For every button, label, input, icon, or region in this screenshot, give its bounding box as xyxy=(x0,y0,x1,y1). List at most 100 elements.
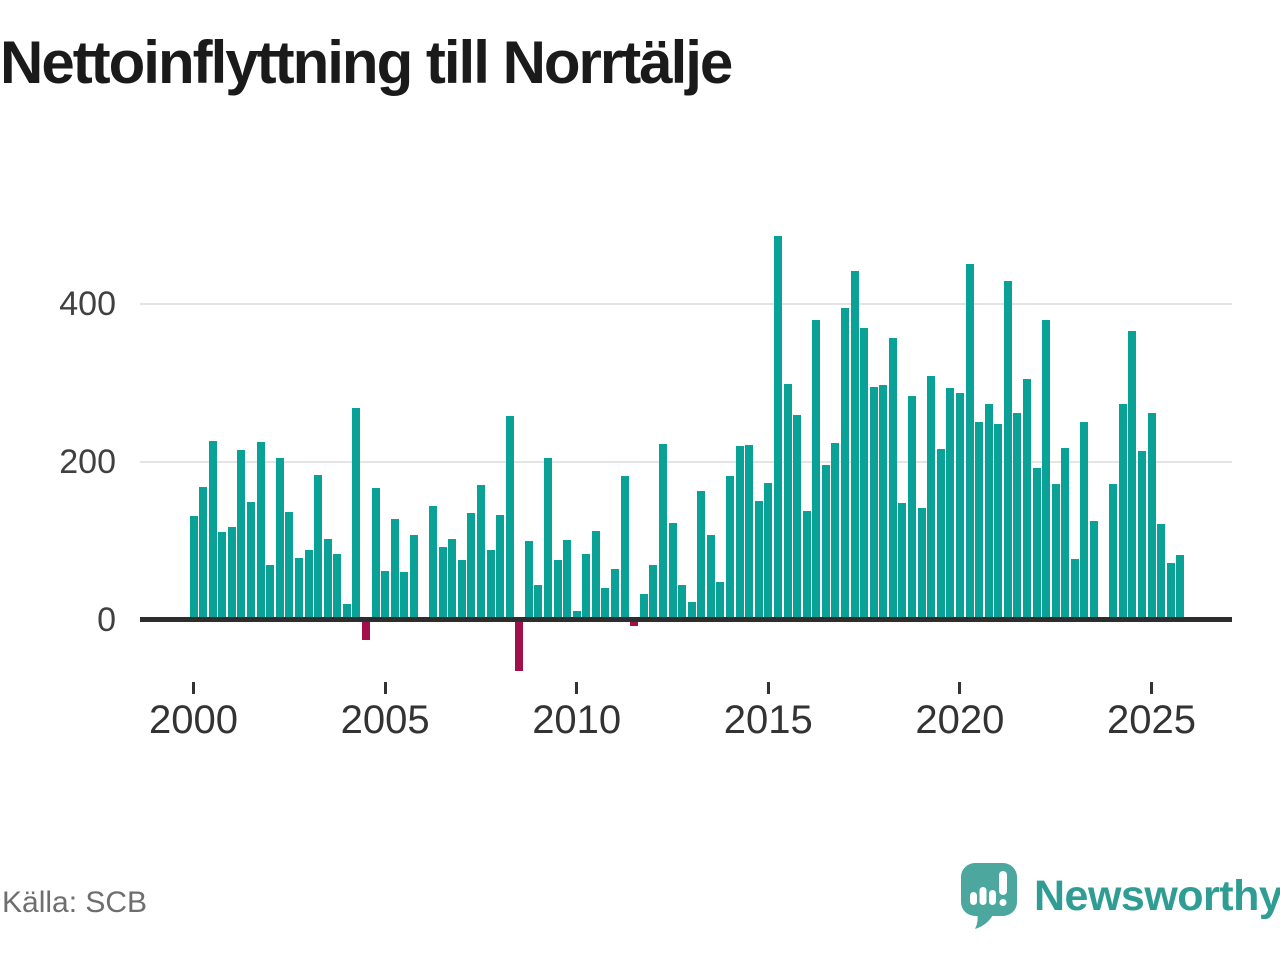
bar-2015Q4 xyxy=(793,415,801,620)
bar-2016Q1 xyxy=(802,511,811,620)
bar-2016Q2 xyxy=(812,320,821,620)
bar-2024Q3 xyxy=(1128,331,1137,620)
bar-2012Q3 xyxy=(668,523,677,620)
bar-2023Q3 xyxy=(1090,521,1098,620)
bar-2008Q2 xyxy=(505,416,514,620)
bar-2018Q1 xyxy=(879,385,888,620)
bar-2010Q3 xyxy=(591,531,600,620)
bar-2017Q2 xyxy=(850,271,859,620)
chart-title: Nettoinflyttning till Norrtälje xyxy=(0,29,733,96)
bar-2021Q1 xyxy=(994,424,1003,620)
bar-2001Q2 xyxy=(237,450,246,620)
x-tick-2010 xyxy=(575,682,579,694)
bar-2018Q2 xyxy=(888,338,897,620)
bar-2017Q1 xyxy=(840,308,849,620)
bar-2004Q1 xyxy=(342,604,351,620)
bar-2004Q4 xyxy=(371,488,380,620)
bar-2010Q4 xyxy=(601,588,610,620)
bar-2011Q1 xyxy=(611,569,619,620)
bar-2010Q1 xyxy=(572,611,581,620)
bar-2014Q2 xyxy=(735,446,744,620)
bar-2010Q2 xyxy=(582,554,591,620)
bar-2020Q1 xyxy=(955,393,964,620)
bar-2004Q3 xyxy=(361,620,370,640)
bar-2001Q1 xyxy=(227,527,236,620)
bar-2000Q4 xyxy=(218,532,227,620)
bar-chart-plot: 0 200 400 2000 2005 2010 2015 2020 2025 xyxy=(59,236,1232,742)
bar-2002Q2 xyxy=(275,458,284,620)
x-tick-label-2015: 2015 xyxy=(723,698,813,742)
x-tick-2025 xyxy=(1150,682,1153,694)
bar-2017Q4 xyxy=(869,387,878,620)
bar-2018Q3 xyxy=(898,503,907,620)
bar-2019Q2 xyxy=(927,376,936,620)
bar-2013Q4 xyxy=(716,582,725,620)
bar-2025Q3 xyxy=(1166,563,1175,620)
bar-2021Q3 xyxy=(1013,413,1022,620)
y-tick-label-400: 400 xyxy=(59,285,116,323)
bar-2004Q2 xyxy=(352,408,361,620)
bar-2003Q1 xyxy=(304,550,313,620)
bar-2020Q2 xyxy=(965,264,974,620)
bar-2022Q2 xyxy=(1042,320,1051,620)
bar-2025Q2 xyxy=(1157,524,1166,620)
bar-2008Q1 xyxy=(496,515,505,620)
bar-2022Q3 xyxy=(1051,484,1060,620)
bar-2024Q2 xyxy=(1118,404,1127,620)
bar-2021Q4 xyxy=(1023,379,1031,620)
bar-2018Q4 xyxy=(908,396,916,620)
bar-2013Q3 xyxy=(706,535,715,620)
bar-2009Q1 xyxy=(534,585,543,620)
y-tick-label-0: 0 xyxy=(97,601,116,639)
bar-2003Q2 xyxy=(314,475,322,620)
bar-2008Q3 xyxy=(515,620,524,671)
bar-2007Q2 xyxy=(467,513,476,620)
bar-2001Q3 xyxy=(247,502,255,620)
bar-2025Q4 xyxy=(1176,555,1185,620)
bar-2008Q4 xyxy=(524,541,533,620)
x-tick-2005 xyxy=(383,682,387,694)
bar-2007Q4 xyxy=(486,550,495,620)
x-axis-line xyxy=(140,617,1232,622)
bar-2005Q2 xyxy=(390,519,399,620)
bar-2022Q1 xyxy=(1032,468,1041,620)
source-label: Källa: SCB xyxy=(2,886,148,919)
bar-2006Q3 xyxy=(438,547,447,620)
bar-2003Q4 xyxy=(333,554,342,620)
bar-2001Q4 xyxy=(256,442,265,620)
bar-2005Q3 xyxy=(400,572,409,620)
bar-2014Q3 xyxy=(745,445,754,620)
bar-2019Q4 xyxy=(946,388,955,620)
bar-2002Q3 xyxy=(285,512,294,620)
bar-2020Q3 xyxy=(975,422,984,620)
bar-2011Q2 xyxy=(620,476,629,620)
x-tick-label-2020: 2020 xyxy=(915,698,1005,742)
bar-2009Q4 xyxy=(563,540,572,620)
bar-2007Q1 xyxy=(457,560,466,620)
bar-2009Q3 xyxy=(553,560,562,620)
newsworthy-bubble-chart-icon xyxy=(961,863,1017,929)
newsworthy-logo[interactable]: Newsworthy xyxy=(958,858,1280,934)
bar-2005Q4 xyxy=(409,535,418,620)
bar-2019Q1 xyxy=(917,508,926,620)
newsworthy-wordmark: Newsworthy xyxy=(1034,872,1280,920)
bar-2002Q1 xyxy=(266,565,275,620)
bar-2024Q1 xyxy=(1109,484,1118,620)
gridline-200 xyxy=(140,461,1232,463)
bar-2006Q2 xyxy=(429,506,437,620)
x-tick-label-2025: 2025 xyxy=(1107,698,1196,742)
bar-2012Q2 xyxy=(658,444,667,620)
x-tick-label-2010: 2010 xyxy=(532,698,622,742)
bar-2009Q2 xyxy=(544,458,552,620)
bar-2011Q4 xyxy=(639,594,648,620)
bar-2015Q3 xyxy=(783,384,792,620)
bar-2014Q1 xyxy=(726,476,734,620)
x-tick-label-2005: 2005 xyxy=(340,698,430,742)
bar-2019Q3 xyxy=(936,449,945,620)
x-tick-label-2000: 2000 xyxy=(149,698,238,742)
gridline-400 xyxy=(140,303,1232,305)
bar-2007Q3 xyxy=(476,485,485,620)
bar-2020Q4 xyxy=(984,404,993,620)
y-tick-label-200: 200 xyxy=(59,443,116,481)
